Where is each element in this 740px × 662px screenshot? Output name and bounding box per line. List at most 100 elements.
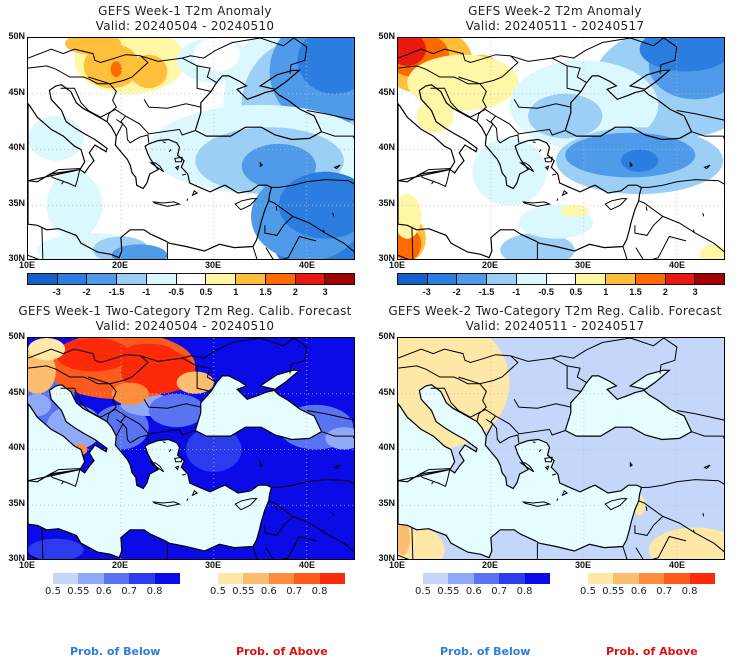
map-week1-probability [27, 337, 355, 560]
colorbar-label: -0.5 [168, 287, 184, 297]
latitude-tick-label: 35N [378, 197, 395, 208]
field-contour [407, 54, 519, 111]
field-contour [176, 371, 214, 394]
coastline [398, 384, 643, 559]
island-outline [191, 189, 199, 197]
country-border [265, 547, 274, 559]
island-outline [234, 198, 258, 211]
island-outline [49, 167, 81, 187]
country-border [28, 365, 117, 422]
country-border [552, 338, 678, 374]
colorbar-label: -1.5 [108, 287, 125, 297]
country-border [252, 235, 317, 259]
probability-colorbar-label: 0.5 [580, 586, 596, 597]
colorbar-label: 0.5 [199, 287, 213, 297]
country-border [458, 55, 582, 92]
colorbar-swatch [664, 573, 690, 584]
field-contour [297, 38, 354, 94]
island-outline [333, 164, 341, 170]
colorbar-swatch [218, 573, 244, 584]
colorbar-swatch [117, 273, 147, 285]
field-contour [111, 244, 168, 259]
country-border [182, 338, 308, 374]
country-border [676, 110, 724, 121]
island-outline [544, 465, 550, 471]
island-outline [629, 461, 633, 468]
island-outline [532, 441, 536, 444]
map-canvas [28, 338, 354, 559]
colorbar-swatch [206, 273, 237, 285]
coastline [628, 369, 671, 390]
coastline [28, 84, 273, 259]
island-outline [152, 201, 182, 207]
country-border [567, 65, 587, 84]
island-outline [152, 501, 182, 507]
colorbar-swatch [236, 273, 266, 285]
country-border [115, 118, 124, 137]
latitude-tick-label: 45N [378, 386, 395, 397]
colorbar-label: -0.5 [538, 287, 554, 297]
island-outline [561, 489, 569, 497]
field-contour [46, 171, 103, 239]
longitude-tick-label: 40E [298, 260, 315, 270]
latitude-tick-label: 45N [8, 86, 25, 97]
island-outline [186, 498, 189, 501]
latitude-tick-label: 30N [8, 253, 25, 263]
colorbar-label: -1 [512, 287, 521, 297]
country-border [88, 55, 212, 92]
longitude-tick-label: 20E [111, 260, 128, 270]
country-border [398, 65, 487, 122]
island-outline [174, 465, 180, 471]
field-contour [148, 393, 205, 428]
country-border [252, 535, 317, 559]
colorbar-swatch [546, 273, 577, 285]
country-border [321, 431, 354, 440]
colorbar-label: 1 [603, 287, 609, 297]
sea-mask [630, 370, 670, 390]
longitude-tick-label: 30E [574, 560, 591, 570]
below-probability-colorbar [53, 573, 181, 584]
colorbar-swatch [473, 573, 500, 584]
longitude-tick-label: 20E [111, 560, 128, 570]
country-border [398, 348, 511, 364]
country-border [197, 365, 217, 384]
country-border [634, 516, 664, 536]
field-contour [193, 38, 240, 72]
island-outline [149, 462, 165, 473]
longitude-tick-label: 30E [574, 260, 591, 270]
field-contour [185, 427, 242, 472]
map-week2-probability [397, 337, 725, 560]
country-border [265, 247, 274, 259]
island-outline [703, 464, 711, 470]
island-outline [419, 467, 451, 487]
colorbar-swatch [265, 273, 296, 285]
colorbar-swatch [613, 573, 639, 584]
longitude-tick-label: 20E [481, 560, 498, 570]
probability-colorbar-label: 0.6 [260, 586, 277, 597]
colorbar-swatch [53, 573, 79, 584]
longitude-tick-label: 40E [668, 560, 685, 570]
country-border [306, 410, 354, 421]
coastline [564, 75, 693, 141]
below-probability-colorbar [423, 573, 551, 584]
island-outline [174, 165, 180, 171]
country-border [268, 500, 354, 553]
probability-colorbar-label: 0.5 [45, 586, 61, 597]
probability-colorbar-label: 0.55 [232, 586, 255, 597]
country-border [28, 65, 117, 122]
island-outline [332, 212, 335, 217]
field-contour [528, 93, 603, 139]
probability-colorbar-label: 0.7 [491, 586, 508, 597]
island-outline [186, 198, 189, 201]
colorbar-label: -2 [82, 287, 91, 297]
colorbar-swatch [294, 573, 320, 584]
coastline [258, 69, 301, 90]
latitude-tick-label: 35N [378, 497, 395, 508]
legend-prob-below: Prob. of Below [440, 645, 531, 658]
colorbar-swatch [154, 573, 181, 584]
country-border [271, 179, 354, 188]
island-outline [519, 462, 535, 473]
country-border [676, 410, 724, 421]
probability-colorbar-label: 0.7 [286, 586, 303, 597]
colorbar-swatch [423, 573, 449, 584]
